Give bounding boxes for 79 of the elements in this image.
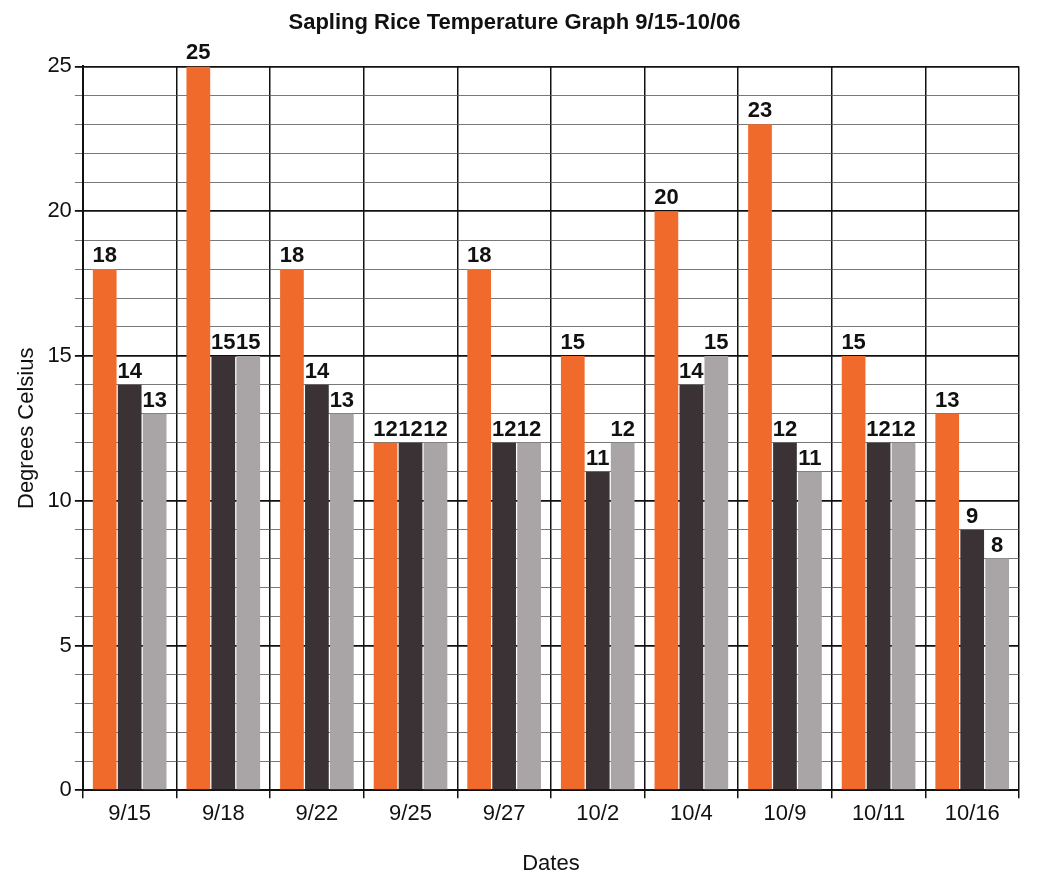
data-label: 12 (373, 415, 398, 441)
data-label: 18 (92, 242, 117, 268)
data-label: 12 (891, 415, 916, 441)
data-label: 11 (798, 444, 822, 470)
x-tick-label: 10/16 (944, 800, 1000, 826)
bar (92, 269, 117, 790)
data-label: 13 (329, 386, 355, 412)
bar (679, 384, 704, 790)
data-label: 12 (423, 415, 448, 441)
bar (236, 355, 261, 790)
bar (935, 413, 960, 790)
bar (748, 124, 772, 790)
data-label: 12 (772, 415, 798, 441)
bar (280, 269, 304, 790)
data-label: 15 (560, 328, 586, 354)
bar (186, 66, 211, 790)
bar (654, 211, 679, 790)
data-label: 11 (586, 444, 610, 470)
bar (398, 442, 423, 790)
bar (211, 355, 236, 790)
bar (330, 413, 354, 790)
data-label: 14 (679, 357, 705, 383)
bar (585, 471, 610, 790)
y-tick-label: 0 (59, 776, 72, 802)
data-label: 12 (398, 415, 423, 441)
x-tick-label: 10/11 (851, 800, 906, 826)
x-tick-label: 10/9 (763, 800, 807, 826)
x-axis-title: Dates (522, 849, 580, 875)
bar (560, 355, 585, 790)
data-label: 13 (142, 386, 167, 412)
x-tick-label: 10/2 (576, 800, 620, 826)
data-label: 13 (934, 386, 960, 412)
data-label: 8 (991, 531, 1004, 557)
bar (841, 355, 866, 790)
data-label: 15 (211, 328, 236, 354)
data-label: 9 (966, 502, 979, 528)
bar (423, 442, 448, 790)
data-label: 15 (236, 328, 261, 354)
x-tick-label: 9/27 (482, 800, 526, 826)
data-label: 14 (304, 357, 330, 383)
bar (467, 269, 492, 790)
y-axis-title: Degrees Celsius (13, 347, 39, 509)
x-tick-label: 9/22 (295, 800, 339, 826)
bar (773, 442, 797, 790)
bar (704, 355, 729, 790)
data-label: 15 (704, 328, 729, 354)
x-tick-label: 9/18 (201, 800, 245, 826)
data-label: 18 (279, 242, 305, 268)
y-tick-label: 5 (59, 631, 72, 657)
bar (866, 442, 891, 790)
bar (610, 442, 635, 790)
y-tick-label: 15 (47, 341, 72, 367)
bar (960, 529, 985, 790)
x-tick-label: 10/4 (669, 800, 713, 826)
bar (798, 471, 822, 790)
bar (517, 442, 541, 790)
data-label: 14 (117, 357, 143, 383)
data-label: 12 (516, 415, 542, 441)
bar (117, 384, 142, 790)
bar (142, 413, 167, 790)
y-tick-label: 25 (47, 52, 72, 78)
x-tick-label: 9/25 (389, 800, 432, 826)
data-label: 25 (186, 39, 211, 65)
y-tick-label: 20 (47, 197, 72, 223)
data-label: 20 (654, 184, 679, 210)
x-tick-label: 9/15 (108, 800, 152, 826)
bar (373, 442, 398, 790)
data-label: 12 (866, 415, 891, 441)
data-label: 12 (610, 415, 635, 441)
y-tick-label: 10 (47, 486, 72, 512)
bar (492, 442, 516, 790)
bar (985, 558, 1010, 790)
chart-title: Sapling Rice Temperature Graph 9/15-10/06 (288, 9, 741, 35)
data-label: 15 (841, 328, 866, 354)
bar (891, 442, 916, 790)
data-label: 12 (491, 415, 517, 441)
data-label: 23 (747, 97, 773, 123)
bar (305, 384, 329, 790)
data-label: 18 (466, 242, 492, 268)
